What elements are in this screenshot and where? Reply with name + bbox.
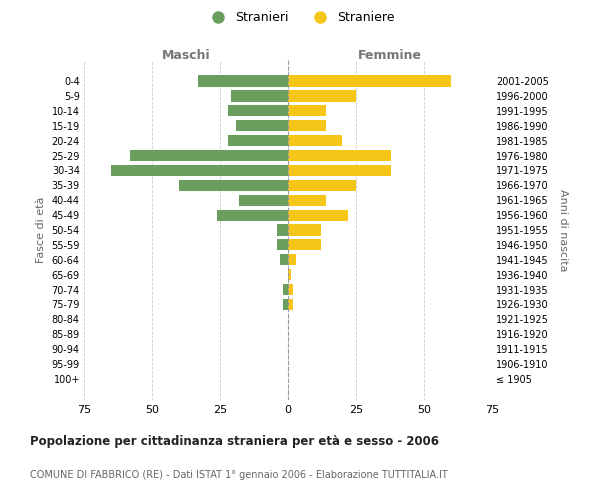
Bar [288, 299, 293, 310]
Bar [198, 76, 288, 86]
Bar [288, 269, 291, 280]
Bar [288, 240, 320, 250]
Bar [288, 90, 356, 102]
Bar [288, 194, 326, 206]
Bar [217, 210, 288, 220]
Legend: Stranieri, Straniere: Stranieri, Straniere [200, 6, 400, 29]
Bar [283, 299, 288, 310]
Y-axis label: Fasce di età: Fasce di età [36, 197, 46, 263]
Bar [231, 90, 288, 102]
Bar [288, 105, 326, 117]
Y-axis label: Anni di nascita: Anni di nascita [559, 188, 568, 271]
Bar [130, 150, 288, 161]
Text: Maschi: Maschi [161, 48, 211, 62]
Text: Popolazione per cittadinanza straniera per età e sesso - 2006: Popolazione per cittadinanza straniera p… [30, 435, 439, 448]
Text: COMUNE DI FABBRICO (RE) - Dati ISTAT 1° gennaio 2006 - Elaborazione TUTTITALIA.I: COMUNE DI FABBRICO (RE) - Dati ISTAT 1° … [30, 470, 448, 480]
Bar [288, 120, 326, 132]
Bar [288, 180, 356, 191]
Bar [277, 224, 288, 235]
Bar [280, 254, 288, 266]
Bar [288, 135, 343, 146]
Bar [288, 254, 296, 266]
Bar [228, 135, 288, 146]
Bar [236, 120, 288, 132]
Bar [179, 180, 288, 191]
Bar [228, 105, 288, 117]
Bar [283, 284, 288, 295]
Bar [288, 150, 391, 161]
Bar [288, 224, 320, 235]
Bar [239, 194, 288, 206]
Bar [277, 240, 288, 250]
Bar [288, 210, 348, 220]
Bar [288, 76, 451, 86]
Text: Femmine: Femmine [358, 48, 422, 62]
Bar [288, 284, 293, 295]
Bar [111, 165, 288, 176]
Bar [288, 165, 391, 176]
